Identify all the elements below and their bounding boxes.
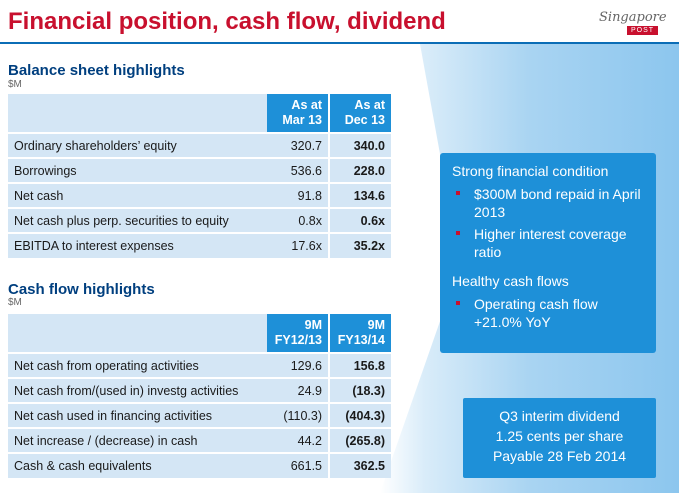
title-divider (0, 42, 679, 44)
value-mar13: 17.6x (267, 232, 329, 258)
col-header-mar13: As at Mar 13 (267, 94, 329, 133)
row-label: Ordinary shareholders’ equity (8, 132, 267, 158)
bullet-icon (456, 231, 460, 235)
table-row: Net cash from/(used in) investg activiti… (8, 377, 391, 403)
dividend-line: Q3 interim dividend (499, 408, 620, 424)
header-blank (8, 94, 267, 133)
value-mar13: 536.6 (267, 157, 329, 183)
table-row: Net cash 91.8 134.6 (8, 182, 391, 208)
balance-sheet-unit: $M (8, 79, 22, 90)
value-fy12-13: 129.6 (267, 352, 329, 378)
table-row: Ordinary shareholders’ equity 320.7 340.… (8, 132, 391, 158)
table-header-row: 9M FY12/13 9M FY13/14 (8, 314, 391, 353)
value-fy13-14: (404.3) (328, 402, 391, 428)
col-header-fy13-14: 9M FY13/14 (328, 314, 391, 353)
value-fy13-14: (18.3) (328, 377, 391, 403)
bullet-icon (456, 191, 460, 195)
header-blank (8, 314, 267, 353)
value-fy12-13: 24.9 (267, 377, 329, 403)
value-fy12-13: 661.5 (267, 452, 329, 478)
dividend-line: 1.25 cents per share (495, 428, 624, 444)
highlights-callout: Strong financial condition $300M bond re… (440, 153, 656, 353)
value-fy12-13: 44.2 (267, 427, 329, 453)
table-row: Cash & cash equivalents 661.5 362.5 (8, 452, 391, 478)
value-mar13: 91.8 (267, 182, 329, 208)
table-row: Net increase / (decrease) in cash 44.2 (… (8, 427, 391, 453)
callout-list-cash: Operating cash flow +21.0% YoY (452, 295, 644, 331)
logo-post-badge: POST (627, 26, 659, 35)
cash-flow-table: 9M FY12/13 9M FY13/14 Net cash from operat… (8, 314, 391, 478)
value-fy13-14: 156.8 (328, 352, 391, 378)
row-label: EBITDA to interest expenses (8, 232, 267, 258)
list-item: Higher interest coverage ratio (452, 225, 644, 261)
table-row: Borrowings 536.6 228.0 (8, 157, 391, 183)
value-dec13: 340.0 (328, 132, 391, 158)
singapore-post-logo: Singapore POST (597, 10, 667, 40)
row-label: Borrowings (8, 157, 267, 183)
dividend-line: Payable 28 Feb 2014 (492, 448, 627, 464)
value-dec13: 35.2x (328, 232, 391, 258)
row-label: Net increase / (decrease) in cash (8, 427, 267, 453)
cash-flow-title: Cash flow highlights (8, 281, 155, 298)
balance-sheet-table: As at Mar 13 As at Dec 13 Ordinary shareho… (8, 94, 391, 258)
balance-sheet-title: Balance sheet highlights (8, 62, 185, 79)
value-mar13: 320.7 (267, 132, 329, 158)
row-label: Net cash plus perp. securities to equity (8, 207, 267, 233)
row-label: Net cash from/(used in) investg activiti… (8, 377, 267, 403)
callout-heading-cash: Healthy cash flows (452, 273, 569, 289)
value-fy12-13: (110.3) (267, 402, 329, 428)
table-row: Net cash plus perp. securities to equity… (8, 207, 391, 233)
value-fy13-14: (265.8) (328, 427, 391, 453)
col-header-dec13: As at Dec 13 (328, 94, 391, 133)
list-item: Operating cash flow +21.0% YoY (452, 295, 644, 331)
bullet-icon (456, 301, 460, 305)
callout-heading-financial: Strong financial condition (452, 163, 609, 179)
cash-flow-unit: $M (8, 297, 22, 308)
value-mar13: 0.8x (267, 207, 329, 233)
table-row: Net cash from operating activities 129.6… (8, 352, 391, 378)
page-title: Financial position, cash flow, dividend (8, 8, 446, 35)
row-label: Net cash from operating activities (8, 352, 267, 378)
logo-wordmark: Singapore (599, 10, 667, 25)
callout-list-financial: $300M bond repaid in April 2013 Higher i… (452, 185, 644, 261)
value-fy13-14: 362.5 (328, 452, 391, 478)
row-label: Net cash used in financing activities (8, 402, 267, 428)
row-label: Net cash (8, 182, 267, 208)
dividend-box: Q3 interim dividend 1.25 cents per share… (463, 398, 656, 478)
table-row: Net cash used in financing activities (1… (8, 402, 391, 428)
value-dec13: 134.6 (328, 182, 391, 208)
col-header-fy12-13: 9M FY12/13 (267, 314, 329, 353)
list-item: $300M bond repaid in April 2013 (452, 185, 644, 221)
table-row: EBITDA to interest expenses 17.6x 35.2x (8, 232, 391, 258)
value-dec13: 0.6x (328, 207, 391, 233)
row-label: Cash & cash equivalents (8, 452, 267, 478)
value-dec13: 228.0 (328, 157, 391, 183)
table-header-row: As at Mar 13 As at Dec 13 (8, 94, 391, 133)
